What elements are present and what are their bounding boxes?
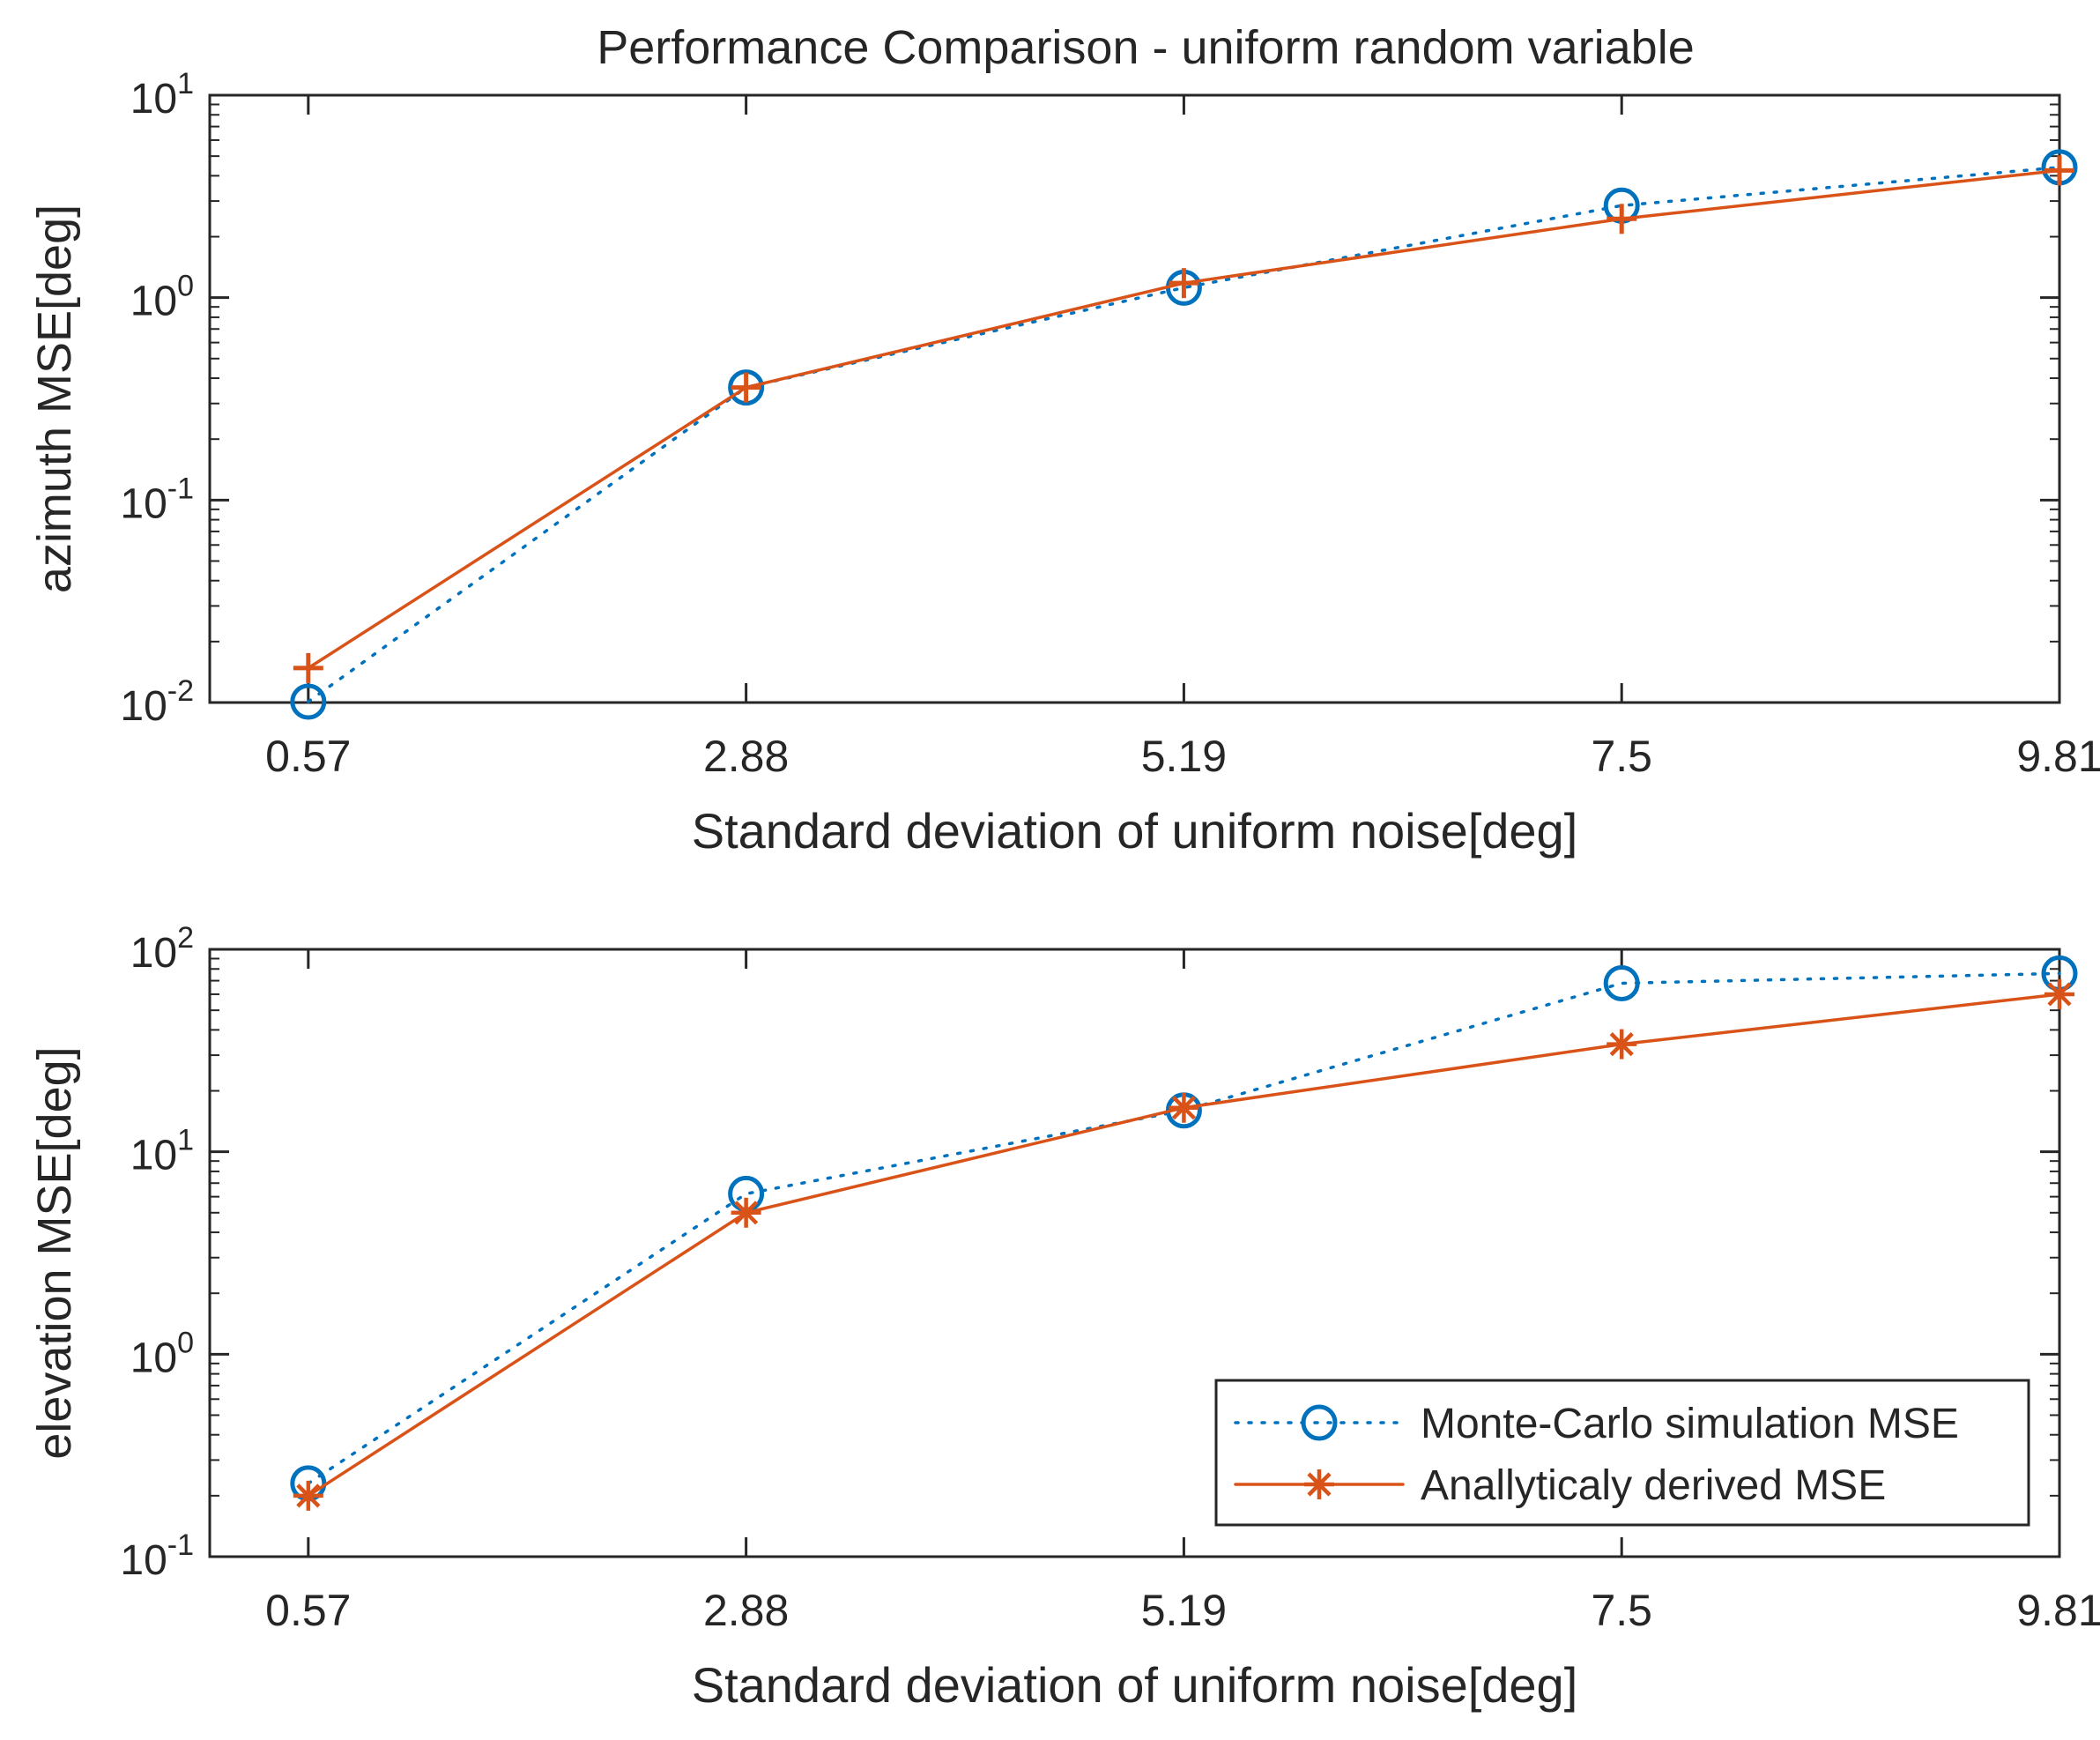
y-tick-label: 10-1 bbox=[120, 1528, 194, 1584]
chart-title: Performance Comparison - uniform random … bbox=[597, 21, 1695, 74]
data-point-analytic bbox=[1607, 1029, 1637, 1060]
x-tick-label: 7.5 bbox=[1591, 1586, 1652, 1635]
y-axis-label: azimuth MSE[deg] bbox=[28, 204, 81, 593]
data-point-analytic bbox=[1169, 268, 1199, 299]
data-point-monte-carlo bbox=[290, 683, 327, 720]
axes-box bbox=[208, 948, 2061, 1558]
y-tick-label: 102 bbox=[130, 921, 194, 977]
data-point-analytic-d2 bbox=[1171, 1096, 1197, 1120]
plots: 101 100 10-1 10-2 0.57 2.88 5.19 7.5 9.81 Standar… bbox=[28, 67, 2100, 1713]
series-line-monte-carlo bbox=[307, 971, 2061, 1485]
y-tick-label: 100 bbox=[130, 1326, 194, 1381]
x-axis-label: Standard deviation of uniform noise[deg] bbox=[692, 1657, 1578, 1713]
x-tick-label: 0.57 bbox=[265, 732, 351, 781]
legend-label-analytic: Anallyticaly derived MSE bbox=[1421, 1462, 1886, 1509]
axes-box bbox=[208, 93, 2061, 704]
data-point-analytic bbox=[1607, 204, 1637, 234]
data-point-analytic bbox=[731, 372, 761, 403]
data-point-analytic bbox=[731, 1197, 761, 1228]
legend-marker-analytic bbox=[1304, 1469, 1334, 1499]
x-tick-label: 5.19 bbox=[1141, 732, 1227, 781]
data-point-analytic bbox=[1169, 1092, 1199, 1123]
x-tick-label: 2.88 bbox=[703, 732, 789, 781]
x-tick-label: 2.88 bbox=[703, 1586, 789, 1635]
data-point-analytic-d2 bbox=[2047, 982, 2072, 1007]
x-tick-label: 9.81 bbox=[2016, 732, 2100, 781]
y-tick-label: 10-2 bbox=[120, 674, 194, 730]
y-tick-label: 101 bbox=[130, 1124, 194, 1179]
x-tick-label: 7.5 bbox=[1591, 732, 1652, 781]
subplot-2: 102 101 100 10-1 0.57 2.88 5.19 7.5 9.81 Standard… bbox=[28, 921, 2100, 1713]
data-point-analytic bbox=[293, 1480, 323, 1511]
x-axis-label: Standard deviation of uniform noise[deg] bbox=[692, 803, 1578, 859]
legend-box bbox=[1214, 1379, 2030, 1527]
data-point-analytic bbox=[2044, 155, 2074, 186]
y-tick-label: 100 bbox=[130, 270, 194, 325]
legend: Monte-Carlo simulation MSE Anallyticaly d… bbox=[1214, 1379, 2030, 1527]
legend-label-monte-carlo: Monte-Carlo simulation MSE bbox=[1421, 1401, 1959, 1447]
data-point-analytic-d2 bbox=[734, 1201, 759, 1225]
x-tick-label: 0.57 bbox=[265, 1586, 351, 1635]
y-tick-label: 10-1 bbox=[120, 472, 194, 527]
subplot-1: 101 100 10-1 10-2 0.57 2.88 5.19 7.5 9.81 Standar… bbox=[28, 67, 2100, 859]
y-axis-label: elevation MSE[deg] bbox=[28, 1046, 81, 1459]
data-point-analytic-d2 bbox=[1609, 1032, 1634, 1057]
data-point-monte-carlo bbox=[728, 369, 765, 406]
data-point-monte-carlo bbox=[1603, 964, 1640, 1001]
y-tick-label: 101 bbox=[130, 67, 194, 123]
x-tick-label: 9.81 bbox=[2016, 1586, 2100, 1635]
legend-marker-analytic-d2 bbox=[1307, 1472, 1332, 1497]
legend-marker-monte-carlo bbox=[1301, 1404, 1338, 1441]
x-tick-label: 5.19 bbox=[1141, 1586, 1227, 1635]
data-point-analytic bbox=[2044, 978, 2074, 1009]
series-line-monte-carlo bbox=[307, 166, 2061, 703]
data-point-analytic bbox=[293, 652, 323, 683]
data-point-analytic-d2 bbox=[296, 1483, 321, 1508]
